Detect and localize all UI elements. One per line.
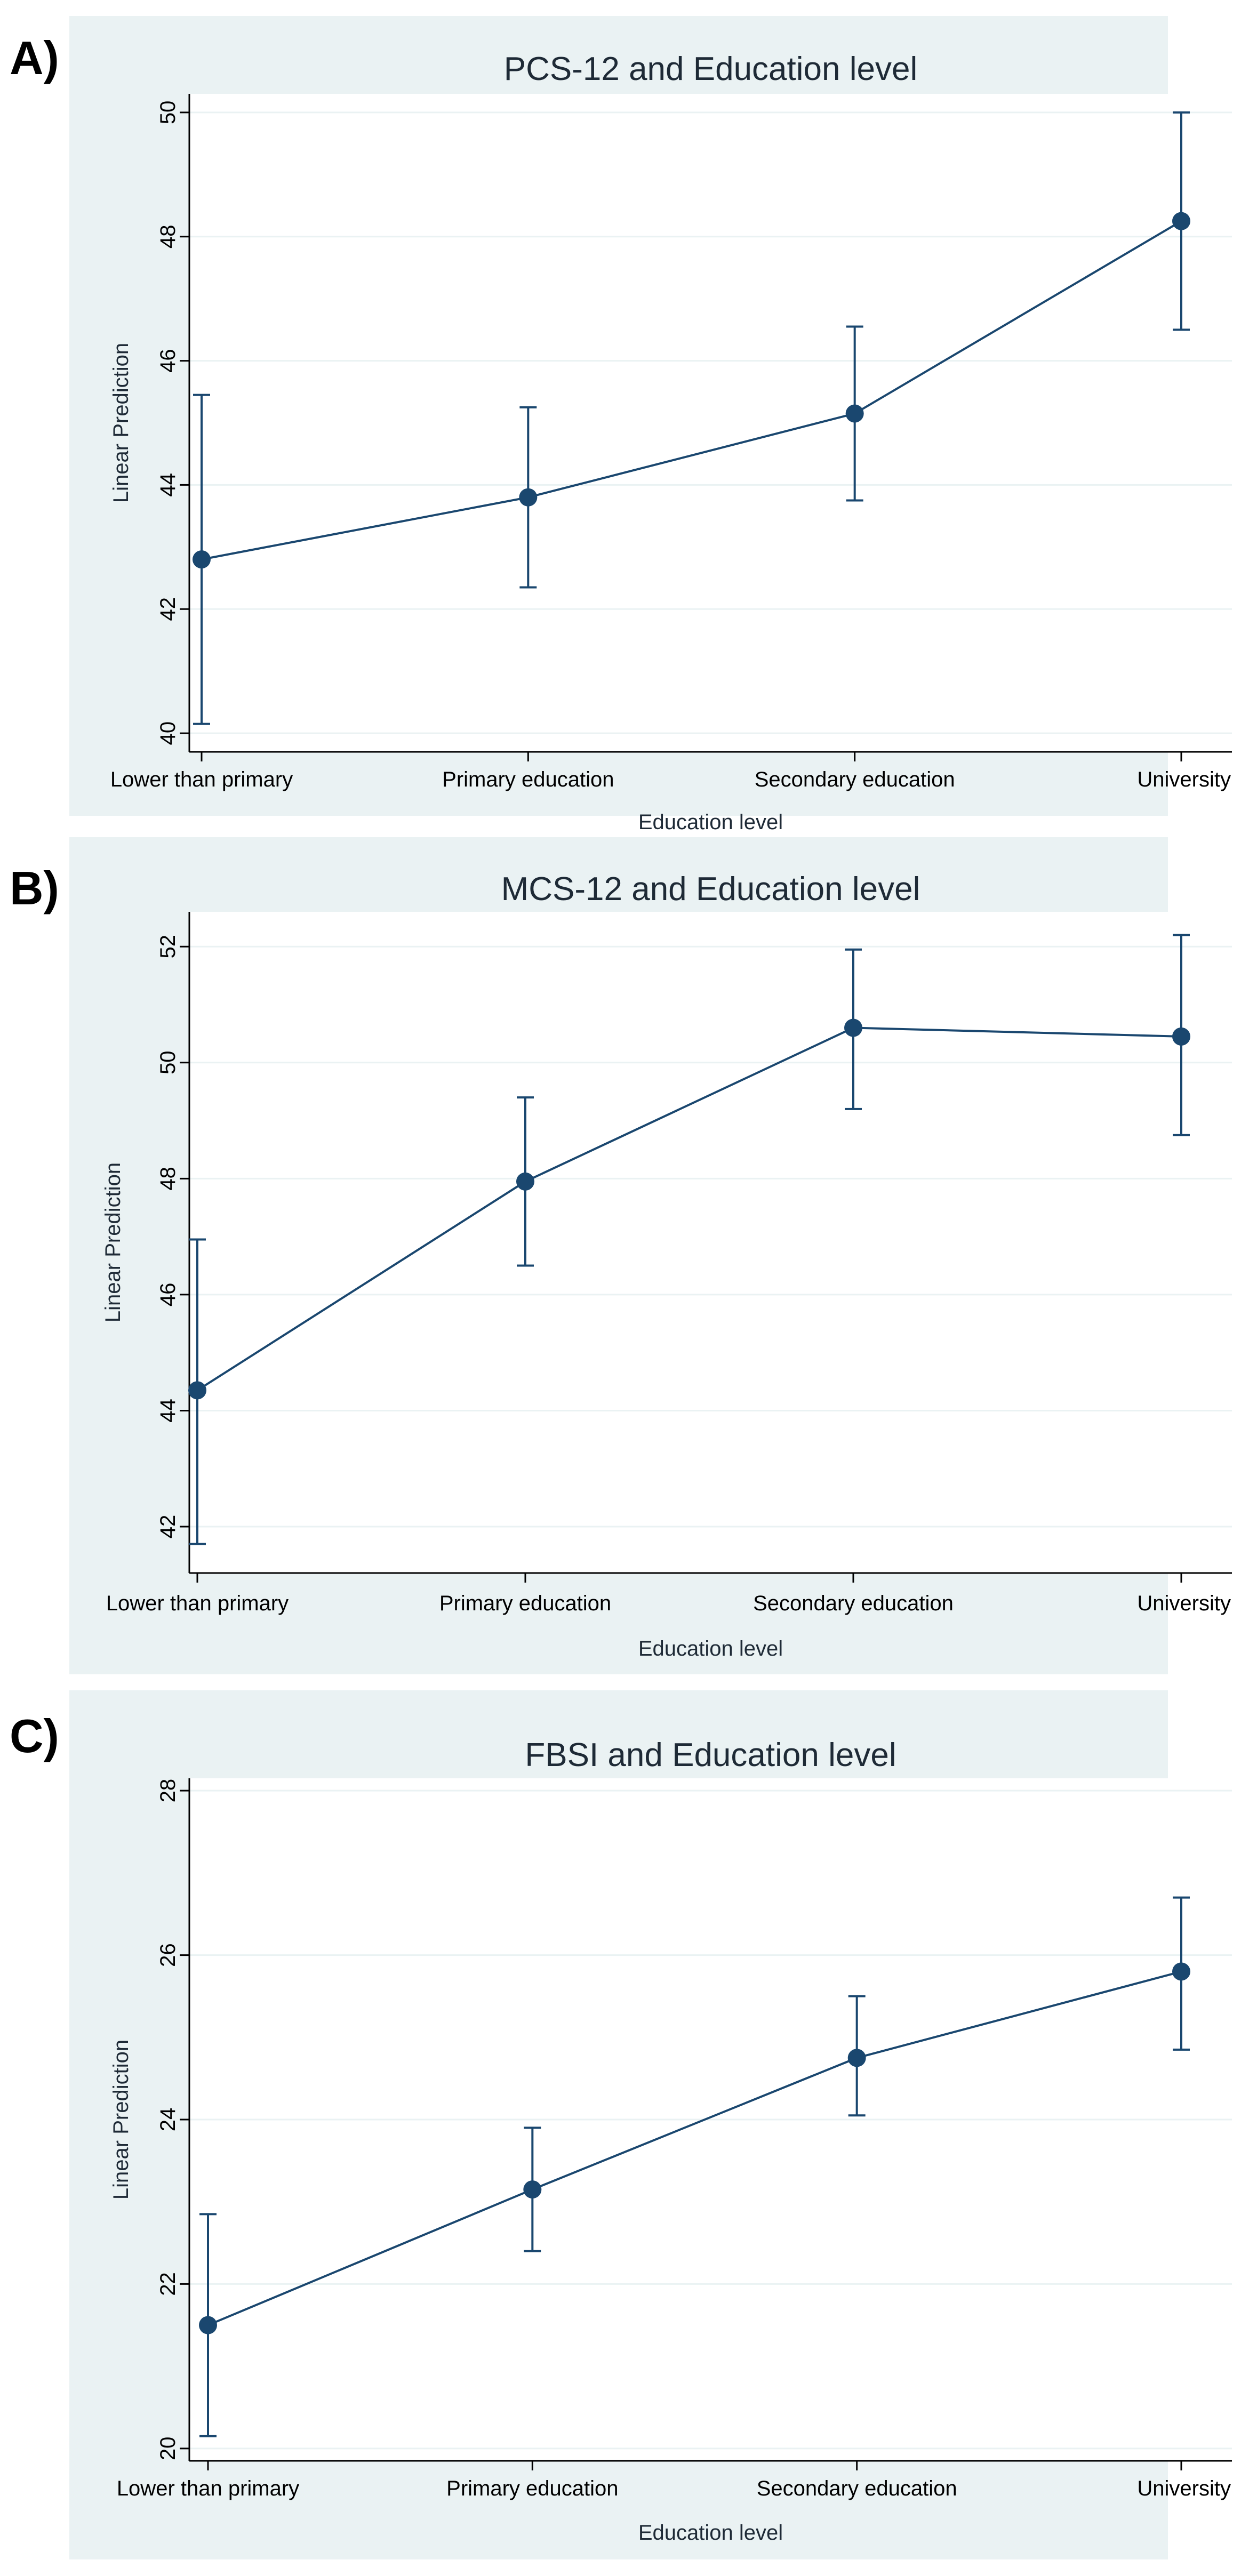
x-tick-label: Primary education <box>442 768 614 791</box>
data-point <box>516 1172 534 1191</box>
data-point <box>193 550 211 569</box>
chart-c: 20 22 24 26 28 Lower than primary Primary educ… <box>69 1690 1232 2559</box>
data-point <box>188 1381 206 1400</box>
data-point <box>845 404 864 423</box>
x-tick-label: University <box>1137 1592 1231 1615</box>
data-point <box>1172 212 1190 230</box>
chart-b: 42 44 46 48 50 52 Lower than primary Primary ed… <box>69 837 1232 1674</box>
data-point <box>199 2316 217 2334</box>
plot-area <box>189 912 1232 1573</box>
y-tick-label: 20 <box>156 2437 180 2461</box>
x-tick-label: University <box>1137 768 1231 791</box>
data-point <box>1172 1962 1190 1981</box>
y-tick-label: 40 <box>156 721 180 745</box>
panel-label-b: B) <box>10 862 59 914</box>
panel-label-a: A) <box>10 31 59 84</box>
y-tick-label: 44 <box>156 473 180 497</box>
panel-b: B) 42 44 46 48 50 52 Lower than primary Primary… <box>0 837 1249 1690</box>
x-tick-label: Lower than primary <box>117 2477 299 2500</box>
data-point <box>519 488 538 507</box>
x-tick-label: Lower than primary <box>106 1592 289 1615</box>
y-tick-label: 50 <box>156 101 180 125</box>
panel-c: C) 20 22 24 26 28 Lower than primary Primary e… <box>0 1690 1249 2576</box>
y-tick-label: 46 <box>156 1283 180 1307</box>
x-axis-label: Education level <box>638 2521 783 2545</box>
y-axis-label: Linear Prediction <box>109 343 133 503</box>
chart-title: FBSI and Education level <box>525 1737 896 1773</box>
x-tick-label: Primary education <box>439 1592 611 1615</box>
y-tick-label: 22 <box>156 2272 180 2296</box>
y-axis-label: Linear Prediction <box>109 2040 133 2200</box>
panel-label-c: C) <box>10 1710 59 1762</box>
y-tick-label: 46 <box>156 349 180 373</box>
series-line <box>196 1026 1182 1392</box>
y-tick-label: 28 <box>156 1779 180 1803</box>
plot-area <box>189 94 1232 752</box>
series-line <box>207 1970 1182 2326</box>
x-tick-label: Secondary education <box>755 768 955 791</box>
data-point <box>1172 1027 1190 1046</box>
y-tick-label: 48 <box>156 225 180 249</box>
y-tick-label: 44 <box>156 1399 180 1423</box>
data-point <box>844 1018 862 1037</box>
y-tick-label: 50 <box>156 1051 180 1075</box>
data-point <box>847 2049 866 2067</box>
y-tick-label: 24 <box>156 2108 180 2132</box>
x-tick-label: Secondary education <box>753 1592 954 1615</box>
chart-title: PCS-12 and Education level <box>504 51 917 87</box>
y-axis-label: Linear Prediction <box>101 1162 125 1322</box>
chart-title: MCS-12 and Education level <box>501 871 920 908</box>
x-tick-label: Secondary education <box>757 2477 957 2500</box>
x-axis-label: Education level <box>638 1637 783 1660</box>
data-point <box>523 2180 542 2199</box>
x-tick-label: Primary education <box>446 2477 618 2500</box>
chart-a: 40 42 44 46 48 50 Lower than primary Primary ed… <box>69 16 1232 834</box>
x-axis-label: Education level <box>638 810 783 834</box>
series-line <box>201 220 1182 561</box>
y-tick-label: 42 <box>156 597 180 621</box>
y-tick-label: 52 <box>156 935 180 959</box>
y-tick-label: 42 <box>156 1515 180 1539</box>
x-tick-label: Lower than primary <box>110 768 293 791</box>
x-tick-label: University <box>1137 2477 1231 2500</box>
y-tick-label: 48 <box>156 1167 180 1191</box>
panel-a: A) 40 42 44 46 48 50 Lower than primary Primary… <box>0 0 1249 837</box>
y-tick-label: 26 <box>156 1943 180 1967</box>
